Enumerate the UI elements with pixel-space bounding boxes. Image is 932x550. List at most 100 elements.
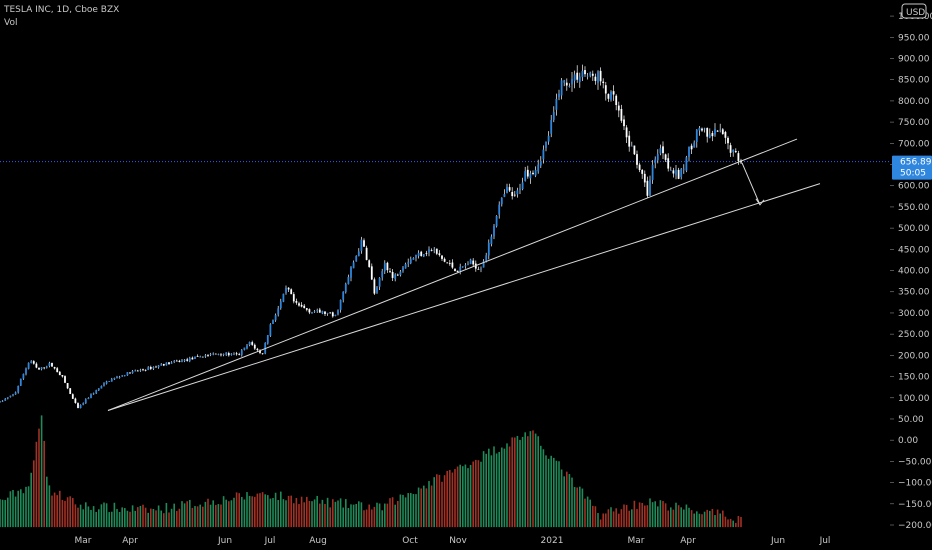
y-tick-label: 450.00 [898,245,930,255]
candle-body [175,360,178,362]
volume-bar [137,507,139,528]
candle-body [87,397,90,399]
volume-bar [532,430,534,528]
candle-body [560,80,563,96]
candle-body [563,80,566,83]
candle-body [110,379,113,382]
volume-bar [61,499,64,528]
volume-bar [77,507,79,528]
candle-body [578,76,581,83]
volume-bar [360,502,363,528]
candle-body [272,320,274,324]
y-tick-label: 400.00 [898,267,930,277]
candle-body [149,367,152,369]
volume-bar [454,469,456,528]
volume-bar [631,509,633,528]
trendline[interactable] [107,183,821,411]
candle-body [454,268,456,272]
candle-body [168,362,170,364]
volume-bar [321,499,324,528]
trendline[interactable] [107,138,798,411]
volume-bar [222,496,225,528]
candle-body [552,111,555,120]
volume-bar [324,503,326,528]
volume-bar [264,494,266,528]
volume-bar [259,493,261,528]
volume-bar [475,459,477,528]
volume-bar [82,509,84,528]
candle-body [662,146,664,154]
candle-body [565,82,568,86]
arrow-head [755,198,765,206]
volume-bar [69,496,71,528]
volume-bar [152,508,155,528]
volume-bar [701,514,703,528]
volume-bar [586,496,589,528]
candle-body [240,350,243,356]
candle-body [308,309,311,313]
candle-body [435,248,438,254]
volume-bar [64,500,66,528]
volume-bar [438,474,441,528]
volume-bar [501,447,503,528]
candle-body [706,127,709,137]
candle-body [113,377,116,380]
volume-bar [173,503,175,528]
candle-body [103,383,105,386]
volume-bar [20,489,22,528]
trendlines[interactable] [107,138,821,411]
candle-body [711,133,714,137]
volume-bar [449,469,451,528]
volume-indicator-label[interactable]: Vol [4,18,18,28]
volume-bar [524,432,526,528]
volume-bar [716,509,719,528]
volume-bar [150,508,152,528]
currency-badge[interactable]: USD [901,3,927,19]
projection-arrow[interactable] [741,162,761,206]
candle-body [196,356,199,357]
volume-bar [550,455,552,528]
volume-bar [404,497,407,528]
candle-body [550,120,553,134]
y-tick-label: 950.00 [898,33,930,43]
y-tick-label: −50.00 [898,457,932,467]
volume-bar [573,487,576,528]
volume-bar [246,492,248,528]
candle-body [14,392,17,395]
volume-bar [371,509,373,528]
candle-body [643,173,646,183]
volume-bar [436,474,438,528]
volume-bar [373,506,376,528]
candle-body [729,145,732,153]
candle-body [157,365,160,368]
volume-bar [160,510,162,528]
volume-bar [48,485,51,528]
volume-bar [391,497,394,528]
volume-bar [326,497,329,528]
volume-bar [66,497,69,528]
volume-bar [251,496,253,528]
volume-bar [105,503,108,528]
volume-bar [147,512,149,528]
volume-bar [204,501,207,528]
currency-badge-box[interactable] [901,3,927,19]
price-tag-countdown: 50:05 [900,169,926,179]
volume-bar [555,460,558,528]
x-tick-label: Jun [217,536,232,546]
time-axis[interactable]: Mar Apr Jun Jul Aug Oct Nov 2021 Mar Apr Jun Jul [75,536,831,546]
volume-bar [482,451,485,528]
candle-body [524,171,527,181]
volume-bar [254,496,256,528]
volume-bar [467,468,469,528]
candle-body [539,161,542,166]
volume-bar [79,504,82,528]
volume-bar [703,511,706,528]
volume-bar [662,501,664,528]
candle-body [472,260,475,265]
candle-body [417,252,420,256]
price-axis[interactable]: 1000.00950.00900.00850.00800.00750.00700… [890,12,932,531]
symbol-label[interactable]: TESLA INC, 1D, Cboe BZX [4,5,120,15]
candle-body [331,312,334,317]
candle-body [84,399,87,404]
